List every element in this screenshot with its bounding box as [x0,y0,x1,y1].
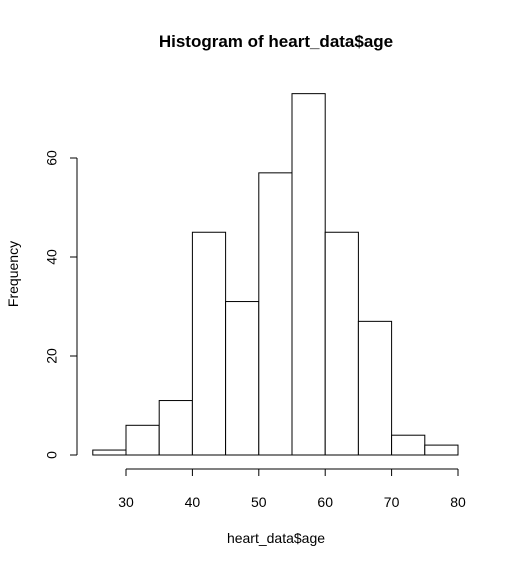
y-tick-label: 0 [44,451,60,459]
x-tick-label: 50 [251,494,267,510]
x-tick-label: 30 [118,494,134,510]
y-axis-label: Frequency [5,241,21,307]
x-tick-label: 80 [450,494,466,510]
histogram-bar [225,301,260,456]
histogram-bar [391,434,426,456]
histogram-bar [92,449,127,456]
histogram-bar [191,231,227,456]
histogram-bar [158,400,193,456]
histogram-bar [125,424,160,456]
histogram-bar [424,444,459,456]
histogram-bar [258,172,293,456]
x-tick-label: 60 [317,494,333,510]
x-tick-label: 70 [384,494,400,510]
histogram-bar [357,320,393,456]
histogram-bars [92,93,459,456]
histogram-bar [324,231,359,456]
x-axis-label: heart_data$age [227,530,325,546]
histogram-bar [291,93,326,456]
chart-title: Histogram of heart_data$age [159,32,393,51]
y-axis: 0 20 40 60 [44,150,78,459]
y-tick-label: 40 [44,249,60,265]
y-tick-label: 60 [44,150,60,166]
x-axis: 30 40 50 60 70 80 [118,468,466,510]
y-tick-label: 20 [44,348,60,364]
x-tick-label: 40 [185,494,201,510]
